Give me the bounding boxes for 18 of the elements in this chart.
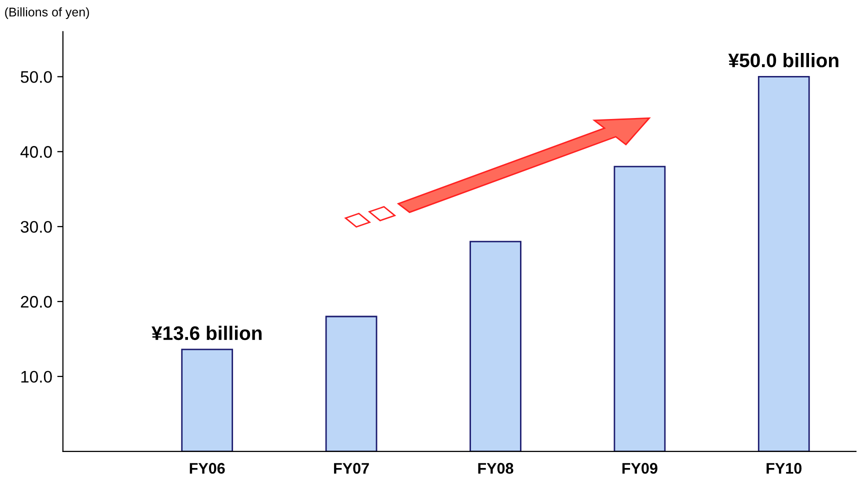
- x-tick-label: FY08: [478, 462, 514, 474]
- data-label: ¥13.6 billion: [152, 326, 262, 340]
- bar: [181, 348, 234, 452]
- x-tick-label: FY06: [190, 462, 225, 474]
- data-label: ¥50.0 billion: [728, 53, 838, 68]
- y-tick-label: 50.0: [20, 71, 52, 83]
- y-tick-label: 10.0: [21, 370, 52, 383]
- y-tick-label: 40.0: [20, 146, 52, 158]
- bar: [614, 166, 666, 452]
- bar: [470, 240, 522, 452]
- y-axis-title: (Billions of yen): [5, 7, 89, 19]
- x-tick-label: FY10: [766, 462, 802, 474]
- bar: [325, 316, 378, 452]
- y-tick-label: 30.0: [20, 220, 52, 233]
- y-tick-label: 20.0: [20, 296, 52, 308]
- x-tick-label: FY09: [622, 462, 658, 474]
- bar: [758, 76, 810, 452]
- x-tick-label: FY07: [334, 462, 369, 474]
